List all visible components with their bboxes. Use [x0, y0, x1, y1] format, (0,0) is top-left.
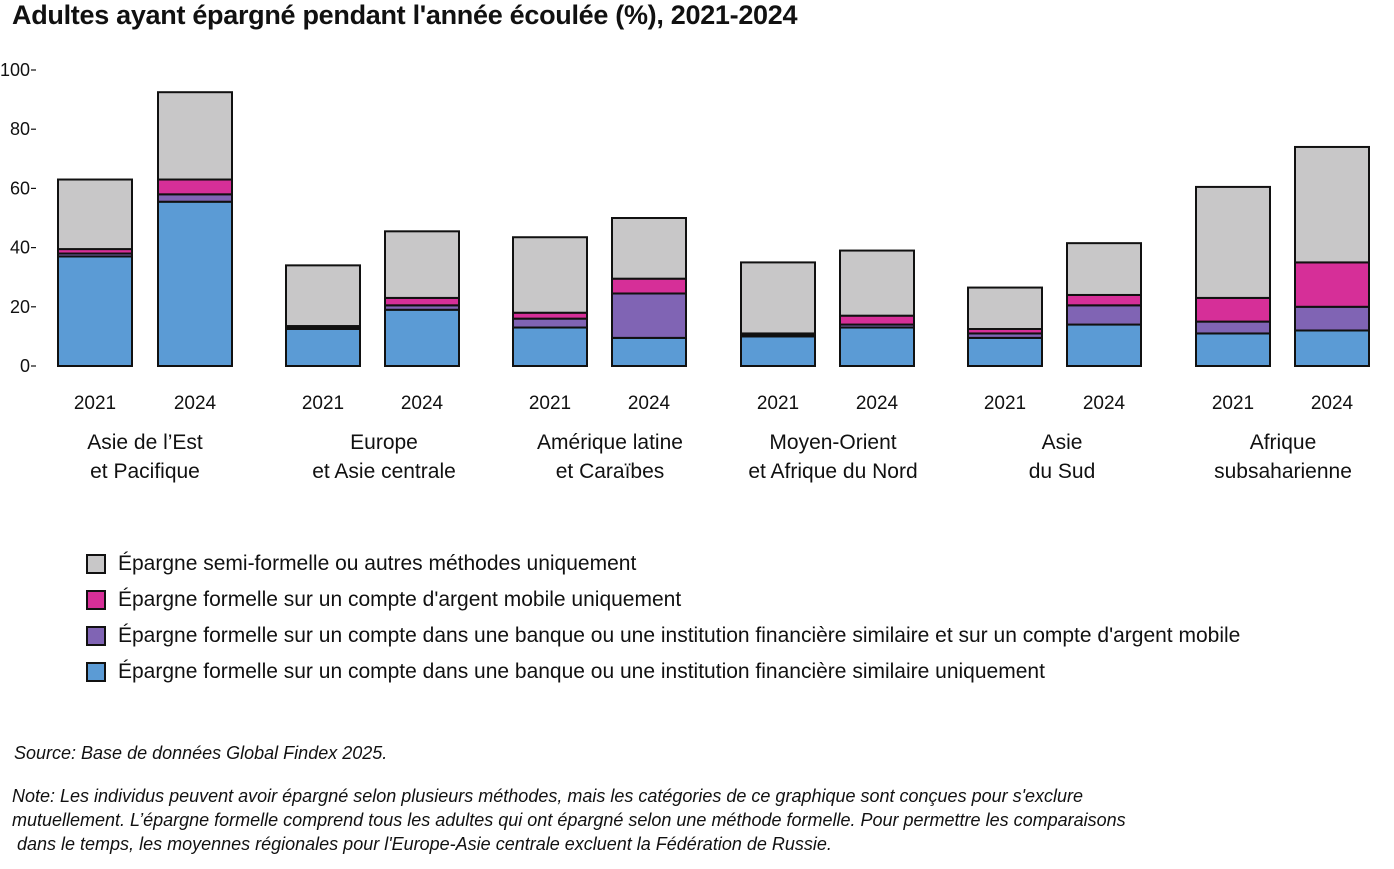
legend-item-mobile-money: Épargne formelle sur un compte d'argent … — [86, 582, 1240, 618]
bar-segment — [512, 236, 588, 314]
bar-segment — [1066, 304, 1142, 326]
year-label: 2024 — [856, 393, 899, 414]
legend-label-mobile-money: Épargne formelle sur un compte d'argent … — [118, 588, 682, 611]
bar-segment — [384, 308, 460, 368]
y-tick-label: 60 — [10, 178, 30, 198]
y-tick-label: 100 — [0, 60, 30, 80]
year-label: 2024 — [1083, 393, 1126, 414]
bar-segment — [740, 335, 816, 367]
y-tick-label: 80 — [10, 119, 30, 139]
legend: Épargne semi-formelle ou autres méthodes… — [86, 546, 1240, 690]
y-tick-label: 0 — [20, 356, 30, 376]
region-label: Afrique — [1250, 431, 1317, 454]
year-label: 2021 — [529, 393, 571, 414]
bar-segment — [611, 336, 687, 368]
bar-segment — [1195, 320, 1271, 335]
bar-segment — [512, 326, 588, 367]
note-line: dans le temps, les moyennes régionales p… — [12, 834, 832, 854]
bar-segment — [157, 200, 233, 367]
bar-segment — [611, 292, 687, 339]
legend-item-bank-and-mobile: Épargne formelle sur un compte dans une … — [86, 618, 1240, 654]
year-label: 2024 — [401, 393, 444, 414]
year-label: 2021 — [1212, 393, 1254, 414]
bar-segment — [57, 255, 133, 368]
region-label: et Pacifique — [90, 460, 200, 483]
region-label: subsaharienne — [1214, 460, 1352, 483]
bar-segment — [1294, 261, 1370, 308]
bar-segment — [1294, 145, 1370, 264]
note-line: Note: Les individus peuvent avoir épargn… — [12, 786, 1084, 806]
region-label: Moyen-Orient — [769, 431, 896, 454]
region-label: Asie — [1042, 431, 1083, 454]
legend-label-semi-formal: Épargne semi-formelle ou autres méthodes… — [118, 552, 637, 575]
legend-swatch-mobile-money — [86, 590, 106, 610]
bar-segment — [384, 296, 460, 307]
bar-segment — [967, 336, 1043, 368]
bar-segment — [1066, 293, 1142, 307]
chart-title: Adultes ayant épargné pendant l'année éc… — [12, 0, 798, 30]
bar-segment — [839, 314, 915, 326]
bar-segment — [1066, 323, 1142, 367]
legend-label-bank-and-mobile: Épargne formelle sur un compte dans une … — [118, 624, 1241, 647]
legend-swatch-bank-only — [86, 662, 106, 682]
year-label: 2021 — [757, 393, 799, 414]
bar-segment — [967, 286, 1043, 330]
bar-segment — [157, 91, 233, 181]
bar-segment — [839, 249, 915, 317]
bar-segment — [1294, 305, 1370, 332]
bar-segment — [611, 217, 687, 280]
region-label: du Sud — [1029, 460, 1096, 483]
legend-item-semi-formal: Épargne semi-formelle ou autres méthodes… — [86, 546, 1240, 582]
bar-segment — [384, 230, 460, 299]
legend-item-bank-only: Épargne formelle sur un compte dans une … — [86, 654, 1240, 690]
bar-segment — [1294, 329, 1370, 368]
region-label: et Asie centrale — [312, 460, 456, 483]
legend-swatch-bank-and-mobile — [86, 626, 106, 646]
region-label: et Afrique du Nord — [748, 460, 917, 483]
source-text: Source: Base de données Global Findex 20… — [14, 743, 388, 763]
region-label: et Caraïbes — [556, 460, 665, 483]
y-tick-label: 20 — [10, 297, 30, 317]
year-label: 2021 — [302, 393, 344, 414]
bar-segment — [1195, 332, 1271, 368]
year-label: 2024 — [1311, 393, 1354, 414]
year-label: 2024 — [628, 393, 671, 414]
legend-swatch-semi-formal — [86, 554, 106, 574]
bar-segment — [157, 193, 233, 203]
bar-segment — [1195, 296, 1271, 323]
legend-label-bank-only: Épargne formelle sur un compte dans une … — [118, 660, 1045, 683]
bar-segment — [157, 178, 233, 196]
stacked-bar-chart: 100 80 60 40 20 0 2021 2024 Asie de l’Est et Paci… — [0, 60, 1370, 483]
bar-segment — [1066, 242, 1142, 296]
note-text: Note: Les individus peuvent avoir épargn… — [12, 784, 1342, 856]
region-label: Europe — [350, 431, 418, 454]
bar-segment — [740, 261, 816, 335]
year-label: 2024 — [174, 393, 217, 414]
bar-segment — [839, 326, 915, 367]
bar-segment — [285, 328, 361, 367]
bar-segment — [512, 317, 588, 329]
year-label: 2021 — [984, 393, 1026, 414]
bar-segment — [285, 264, 361, 328]
region-label: Asie de l’Est — [87, 431, 203, 454]
bar-segment — [1195, 185, 1271, 299]
region-label: Amérique latine — [537, 431, 683, 454]
bar-segment — [611, 277, 687, 295]
y-tick-label: 40 — [10, 238, 30, 258]
year-label: 2021 — [74, 393, 116, 414]
bar-segment — [57, 178, 133, 251]
note-line: mutuellement. L’épargne formelle compren… — [12, 810, 1126, 830]
